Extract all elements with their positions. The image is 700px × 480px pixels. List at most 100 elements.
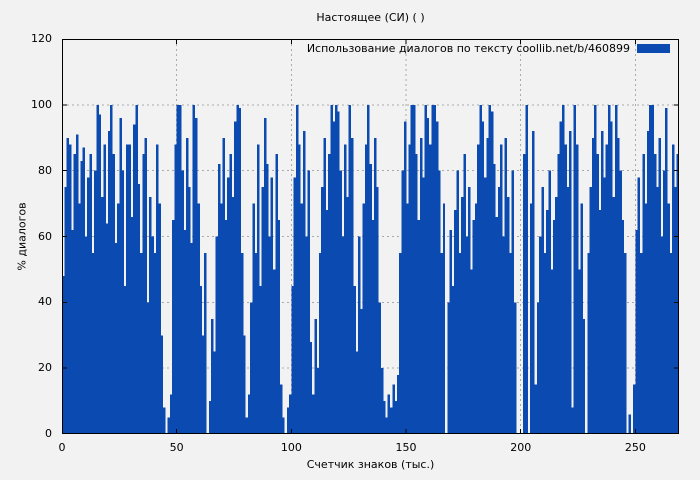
bar (339, 170, 343, 434)
bar (282, 417, 285, 434)
legend: Использование диалогов по тексту coollib… (307, 42, 670, 55)
bar (222, 137, 226, 434)
bar (357, 236, 361, 434)
bar (250, 302, 253, 434)
bar (307, 170, 310, 434)
plot-area (62, 39, 679, 434)
bar (635, 229, 638, 434)
bar (266, 164, 269, 434)
bar (240, 252, 244, 434)
bar (128, 144, 132, 434)
bar (321, 187, 324, 434)
bar (424, 104, 427, 434)
bar (323, 137, 326, 434)
bar (176, 104, 180, 434)
bar (380, 368, 384, 434)
bar (401, 170, 404, 434)
bar (211, 318, 214, 434)
bar (160, 335, 164, 434)
bar (481, 121, 485, 434)
bar (62, 276, 65, 434)
bar (197, 203, 200, 434)
bar (261, 187, 265, 434)
bar (263, 118, 267, 434)
bar (552, 220, 556, 434)
bar (78, 203, 81, 434)
bar (351, 137, 354, 434)
bar (126, 144, 129, 434)
bar (628, 414, 632, 434)
bar (204, 252, 207, 434)
bar (511, 170, 515, 434)
bar (543, 252, 547, 434)
bar (135, 104, 138, 434)
bar (532, 131, 535, 434)
bar (672, 144, 675, 434)
bar (330, 104, 333, 434)
bar (545, 210, 549, 434)
bar (442, 203, 446, 434)
bar (80, 160, 83, 434)
bar (344, 144, 347, 434)
bar (105, 223, 109, 434)
bar (642, 154, 645, 434)
bar (371, 220, 375, 434)
bar (139, 252, 143, 434)
bar (100, 197, 104, 434)
bar (580, 203, 583, 434)
bar (252, 203, 255, 434)
bar (293, 177, 297, 434)
bar (614, 104, 618, 434)
bar (256, 144, 260, 434)
bar (369, 164, 372, 434)
bar (651, 104, 654, 434)
bar (220, 203, 223, 434)
bar (149, 197, 152, 434)
bar (195, 118, 198, 434)
bar (270, 177, 274, 434)
bar (82, 147, 86, 434)
y-tick-label: 0 (45, 427, 52, 440)
bar (571, 407, 574, 434)
bar (117, 203, 120, 434)
bar (607, 104, 611, 434)
bar (268, 236, 271, 434)
bar (378, 302, 382, 434)
bar (598, 210, 602, 434)
bar (192, 104, 196, 434)
bar (394, 401, 398, 434)
bar (435, 121, 439, 434)
bar (589, 187, 593, 434)
bar (539, 236, 542, 434)
bar (121, 170, 125, 434)
bar (451, 285, 455, 434)
bar (534, 384, 537, 434)
bar (227, 177, 230, 434)
bar (587, 252, 590, 434)
bar (133, 124, 136, 434)
bar (199, 285, 203, 434)
x-tick-label: 100 (280, 441, 302, 454)
bar (422, 177, 425, 434)
bar (433, 104, 437, 434)
bar (431, 104, 434, 434)
y-tick-label: 40 (38, 295, 52, 309)
bar (410, 104, 414, 434)
bar (493, 164, 496, 434)
bar (119, 118, 122, 434)
bar (224, 220, 228, 434)
bar (403, 121, 407, 434)
legend-swatch (637, 44, 670, 53)
bar (667, 203, 671, 434)
bar (617, 137, 620, 434)
bar (64, 187, 67, 434)
bar (73, 154, 76, 434)
bar (458, 252, 462, 434)
bar (500, 144, 503, 434)
bar (337, 111, 340, 434)
bar (181, 170, 184, 434)
bar (236, 104, 239, 434)
bar (348, 104, 352, 434)
bar (506, 197, 510, 434)
bar (387, 394, 391, 434)
